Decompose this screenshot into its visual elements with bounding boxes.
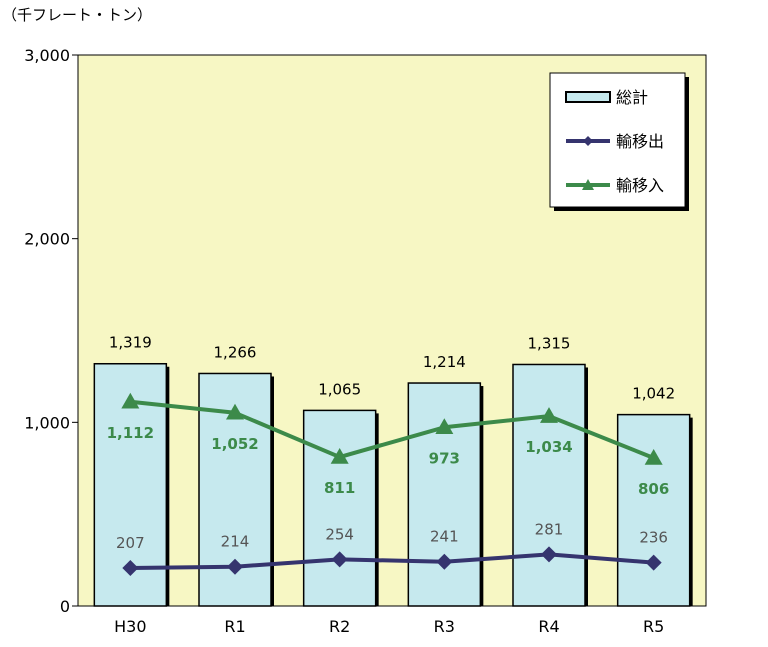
import-point xyxy=(330,448,349,464)
legend-swatch-total xyxy=(565,91,611,103)
import-point xyxy=(121,392,140,409)
bar-total xyxy=(407,382,482,607)
bar-total xyxy=(616,413,691,607)
import-line: 1,112 1,052 811 973 1,034 806 xyxy=(107,392,669,498)
x-tick-label: R5 xyxy=(643,617,664,636)
import-point xyxy=(435,418,454,435)
import-label: 1,034 xyxy=(525,438,572,456)
import-point xyxy=(644,448,663,465)
import-point xyxy=(226,403,244,420)
export-point xyxy=(541,546,557,563)
bar-total xyxy=(512,363,586,607)
import-label: 1,112 xyxy=(107,424,154,442)
unit-label: （千フレート・トン） xyxy=(2,6,152,24)
export-polyline xyxy=(130,552,654,570)
x-tick-label: R3 xyxy=(434,617,455,636)
x-tick-label: R2 xyxy=(329,617,350,636)
bar-total xyxy=(302,409,377,607)
export-point xyxy=(227,558,243,575)
bar-total-label: 1,214 xyxy=(423,353,466,371)
import-point xyxy=(540,407,558,423)
export-label: 214 xyxy=(221,533,250,551)
legend-label: 輸移出 xyxy=(616,132,664,151)
x-tick-label: H30 xyxy=(114,617,146,636)
legend-marker-import xyxy=(582,179,594,190)
import-label: 806 xyxy=(638,480,669,498)
x-tick-label: R1 xyxy=(224,617,245,636)
x-tick-label: R4 xyxy=(538,617,559,636)
y-tick-label: 1,000 xyxy=(24,413,70,432)
export-point xyxy=(645,554,662,571)
export-line: 207 214 254 241 281 236 xyxy=(116,520,668,576)
import-label: 973 xyxy=(429,449,460,467)
export-label: 241 xyxy=(430,528,459,546)
legend-marker-export xyxy=(583,136,593,146)
export-point xyxy=(122,559,139,576)
import-label: 811 xyxy=(324,479,355,497)
legend-label: 輸移入 xyxy=(616,176,664,195)
y-tick-label: 3,000 xyxy=(24,46,70,65)
export-label: 254 xyxy=(325,525,354,543)
y-axis: 0 1,000 2,000 3,000 xyxy=(24,46,78,616)
export-point xyxy=(436,553,453,570)
export-label: 281 xyxy=(535,520,564,538)
export-label: 236 xyxy=(639,529,668,547)
import-polyline xyxy=(130,399,655,460)
export-label: 207 xyxy=(116,534,145,552)
import-label: 1,052 xyxy=(211,435,258,453)
bar-total-label: 1,315 xyxy=(528,334,571,352)
bar-total-label: 1,042 xyxy=(632,385,675,403)
bar-total-label: 1,319 xyxy=(109,334,152,352)
y-tick-label: 2,000 xyxy=(24,230,70,249)
export-point xyxy=(331,551,348,568)
y-tick-label: 0 xyxy=(60,597,70,616)
bar-total-label: 1,065 xyxy=(318,380,361,398)
bar-total-label: 1,266 xyxy=(214,343,257,361)
legend-label: 総計 xyxy=(616,88,648,107)
x-axis: H30 R1 R2 R3 R4 R5 xyxy=(114,617,664,636)
